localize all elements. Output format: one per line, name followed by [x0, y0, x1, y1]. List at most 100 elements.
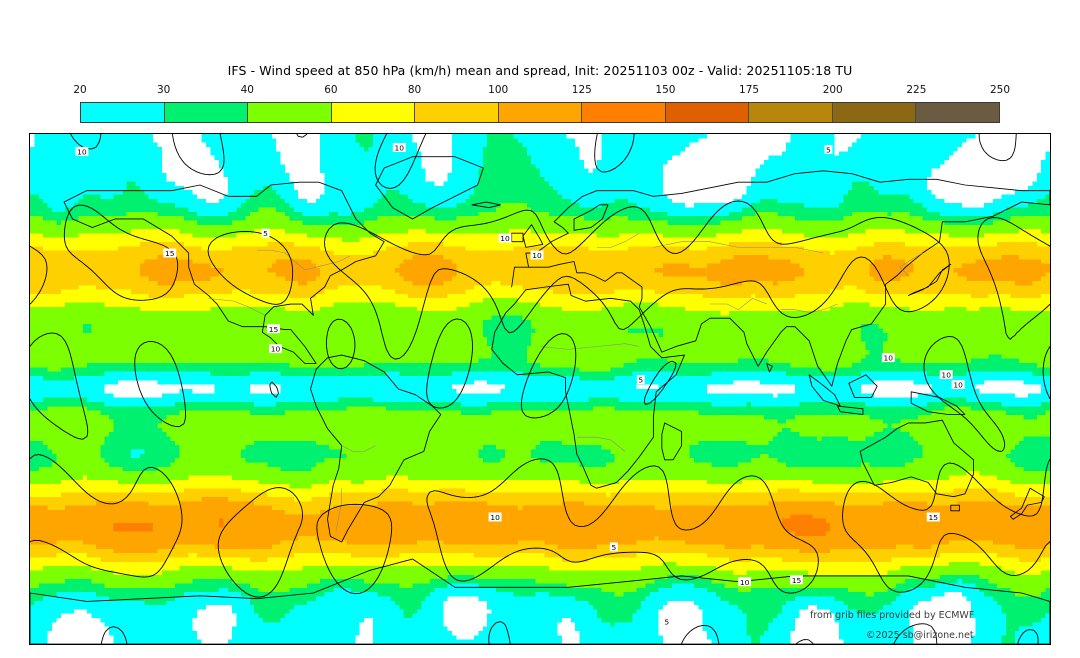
contour-label: 10 [884, 354, 894, 363]
political-border [709, 298, 767, 311]
coastline [910, 391, 966, 415]
contour-label-halo [939, 370, 953, 380]
contour-label: 5 [638, 376, 643, 385]
coastline [511, 232, 524, 243]
contour-label: 10 [490, 513, 500, 522]
credit-grib: from grib files provided by ECMWF [810, 610, 975, 621]
contour-label-halo [75, 146, 89, 156]
coastline [848, 374, 878, 398]
wind-speed-band [30, 255, 1050, 554]
coastline [661, 422, 683, 461]
colorbar-segment [164, 103, 249, 122]
wind-speed-band [30, 134, 1050, 644]
contour-label-halo [881, 353, 895, 363]
colorbar-tick: 100 [488, 84, 509, 96]
contour-label-halo [662, 617, 671, 627]
contour-label-halo [636, 375, 645, 385]
contour-label-halo [261, 228, 270, 238]
coastline [950, 504, 960, 512]
contour-label: 10 [77, 148, 87, 157]
political-border [899, 252, 923, 276]
colorbar-tick: 225 [906, 84, 927, 96]
page-title: IFS - Wind speed at 850 hPa (km/h) mean … [227, 63, 853, 78]
colorbar-tick: 175 [739, 84, 760, 96]
political-border [341, 445, 376, 452]
colorbar-tick: 150 [655, 84, 676, 96]
political-border [539, 343, 640, 350]
colorbar-segment [415, 103, 499, 122]
colorbar-segment [331, 103, 416, 122]
coastline [511, 170, 1050, 387]
colorbar-segment [916, 103, 1000, 122]
contour-label: 15 [928, 513, 938, 522]
colorbar-tick: 200 [822, 84, 843, 96]
colorbar-segment [749, 103, 833, 122]
political-border [335, 488, 342, 531]
coastline [491, 283, 685, 489]
coastline [766, 363, 773, 373]
contour-label-halo [269, 344, 283, 354]
colorbar-segment [81, 103, 165, 122]
colorbar-segment [832, 103, 917, 122]
contour-label-halo [163, 248, 177, 258]
contour-label: 5 [664, 618, 669, 627]
contour-label: 10 [740, 578, 750, 587]
contour-label-halo [392, 142, 406, 152]
contour-label-halo [926, 512, 940, 522]
colorbar-tick-labels: 20 30 40 60 80 100 125 150 175 200 225 250 [73, 84, 1010, 100]
contour-label: 5 [611, 543, 616, 552]
coastline [907, 263, 952, 296]
wind-speed-band [30, 134, 1050, 644]
political-border [653, 241, 824, 254]
contour-label-halo [488, 512, 502, 522]
coastline [837, 405, 864, 415]
political-border [576, 436, 626, 452]
contour-label: 15 [165, 249, 175, 258]
colorbar-tick: 125 [571, 84, 592, 96]
political-border [596, 232, 640, 248]
colorbar: 20 30 40 60 80 100 125 150 175 200 225 250 [73, 84, 1010, 123]
spread-contour [30, 200, 1050, 598]
colorbar-gradient [80, 102, 1000, 123]
coastline [1009, 487, 1045, 520]
colorbar-segment [582, 103, 666, 122]
coastline [859, 419, 974, 498]
credit-copyright: ©2025 sb@irizone.net [866, 630, 974, 641]
coastline [471, 201, 501, 209]
colorbar-segment [665, 103, 750, 122]
contour-label: 10 [941, 371, 951, 380]
colorbar-tick: 60 [324, 84, 338, 96]
contour-label-halo [530, 250, 544, 260]
coastline [30, 558, 1050, 644]
colorbar-tick: 20 [73, 84, 87, 96]
colorbar-segment [248, 103, 332, 122]
contour-label: 10 [500, 234, 510, 243]
coastline [573, 204, 609, 231]
coastline [375, 156, 484, 220]
coastline [310, 354, 442, 543]
contour-label: 15 [792, 576, 802, 585]
contour-label-halo [498, 233, 512, 243]
contour-label-halo [790, 575, 803, 585]
contour-label: 15 [269, 325, 279, 334]
contour-label: 5 [263, 229, 268, 238]
contour-label: 10 [271, 345, 281, 354]
spread-contour [30, 134, 1050, 644]
coastline [63, 181, 385, 364]
colorbar-tick: 250 [989, 84, 1011, 96]
coastline [522, 224, 544, 248]
contour-label-halo [267, 324, 281, 334]
political-border [256, 249, 351, 271]
contour-label: 5 [826, 146, 831, 155]
colorbar-tick: 80 [407, 84, 422, 96]
map-frame[interactable]: 10 10 10 5 15 10 10 10 5 10 10 5 10 15 5 15 10 15 5 [29, 133, 1051, 645]
contour-label-halo [951, 380, 965, 389]
contour-label-halo [824, 144, 833, 154]
contour-label: 10 [395, 144, 405, 153]
contour-label-halo [738, 577, 752, 587]
contour-label-halo [609, 542, 618, 552]
contour-label: 10 [953, 381, 963, 390]
colorbar-tick: 40 [240, 84, 254, 96]
